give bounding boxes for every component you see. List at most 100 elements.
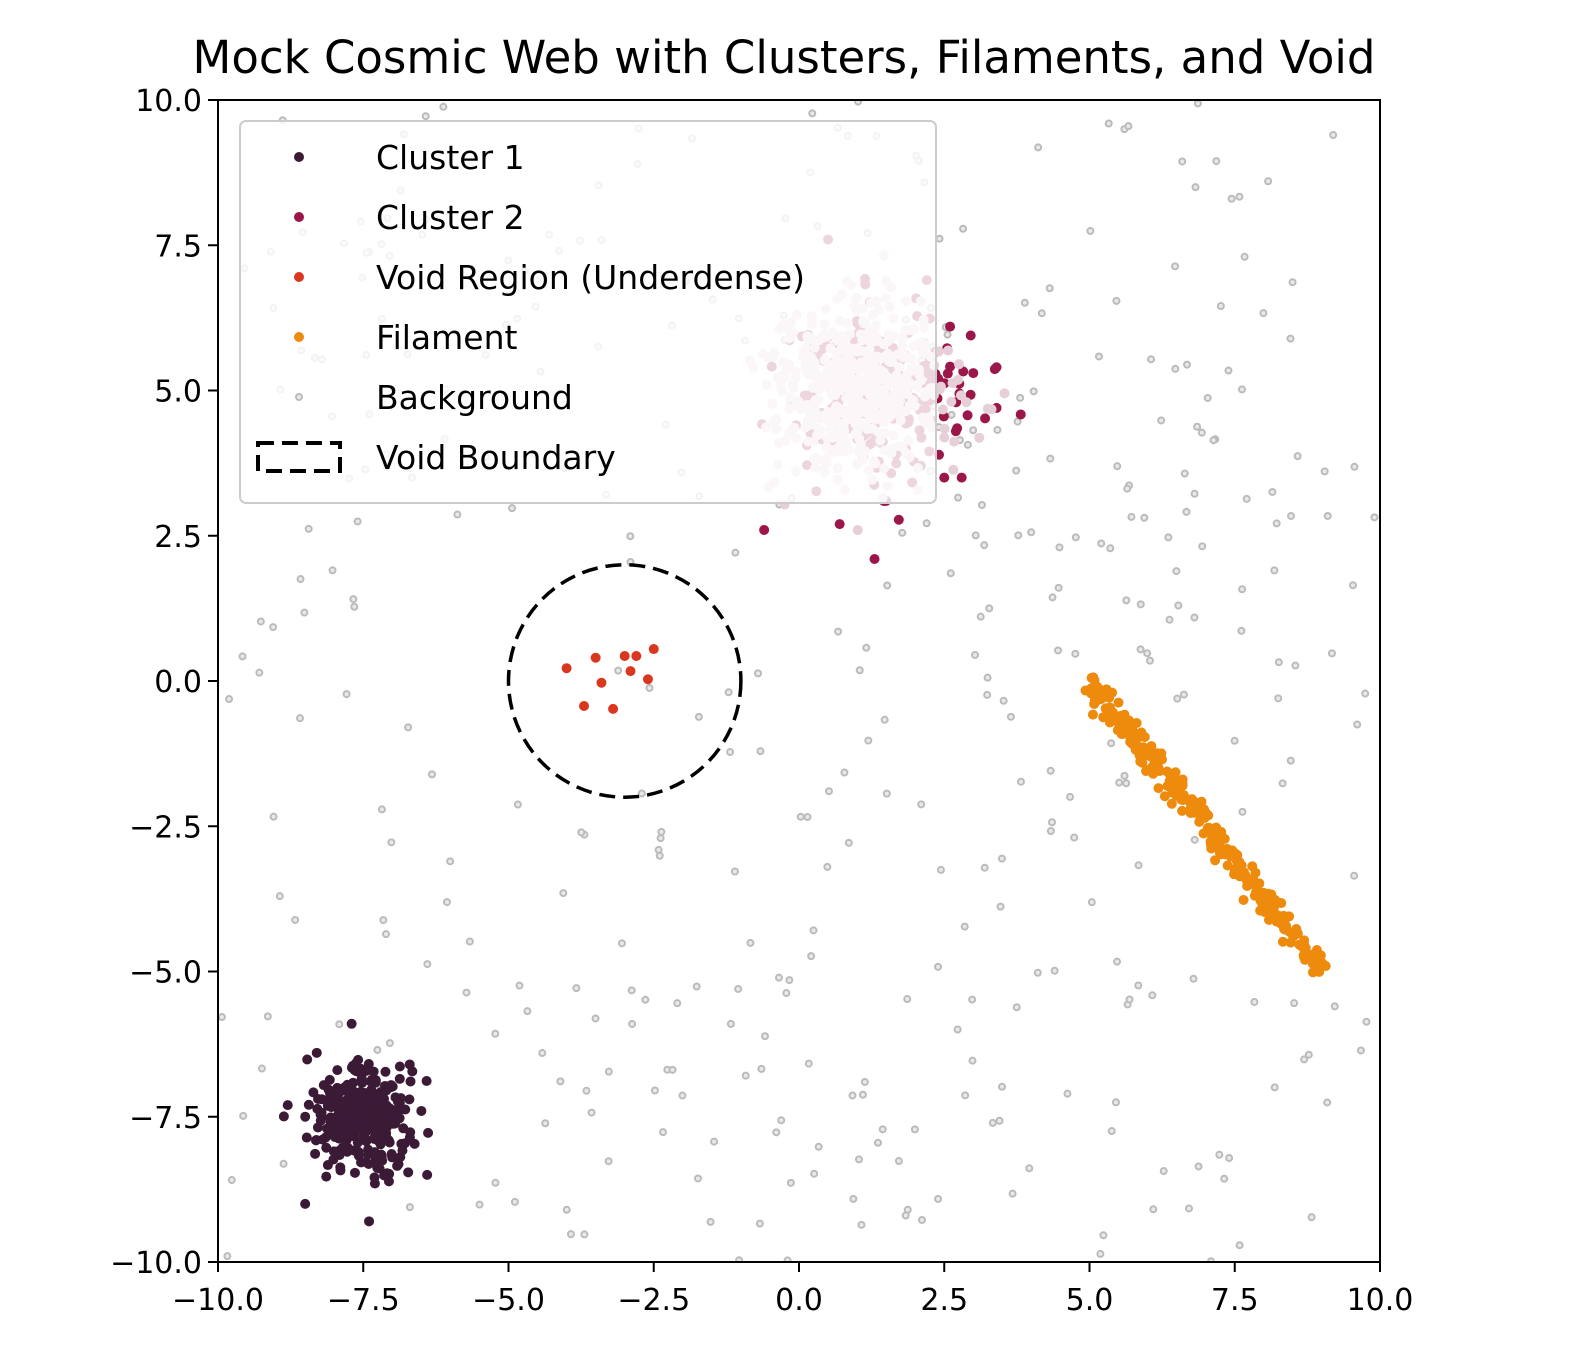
background-point (823, 862, 832, 871)
background-point (814, 1142, 823, 1151)
background-point (559, 889, 568, 898)
background-point (291, 915, 300, 924)
x-tick-label: 0.0 (775, 1283, 823, 1318)
background-point (515, 981, 524, 990)
background-point (1099, 1231, 1108, 1240)
cluster-1-point (355, 1157, 366, 1168)
background-point (782, 989, 791, 998)
background-point (296, 714, 305, 723)
background-point (1012, 466, 1021, 475)
background-point (1291, 661, 1300, 670)
background-point (1145, 656, 1154, 665)
background-point (269, 812, 278, 821)
cluster-2-overlay-point (946, 396, 957, 407)
cluster-2-point (965, 389, 976, 400)
cluster-1-point (282, 1100, 293, 1111)
background-point (1025, 1164, 1034, 1173)
background-point (1300, 1055, 1309, 1064)
background-point (694, 712, 703, 721)
cluster-1-point (423, 1127, 434, 1138)
void-point (561, 663, 572, 674)
background-point (1164, 533, 1173, 542)
legend-label-background: Background (376, 378, 573, 417)
background-point (741, 1071, 750, 1080)
cluster-2-point (962, 410, 973, 421)
background-point (1230, 736, 1239, 745)
background-point (777, 1116, 786, 1125)
background-point (1122, 779, 1131, 788)
cluster-1-point (324, 1087, 335, 1098)
background-point (1107, 1127, 1116, 1136)
background-point (1157, 416, 1166, 425)
cluster-2-point (834, 519, 845, 530)
background-point (387, 838, 396, 847)
background-point (1171, 262, 1180, 271)
filament-point (1260, 897, 1271, 908)
cluster-1-point (369, 1172, 380, 1183)
filament-point (1116, 725, 1127, 736)
background-point (439, 102, 448, 111)
background-point (757, 1064, 766, 1073)
background-point (1123, 484, 1132, 493)
background-point (785, 976, 794, 985)
background-point (1225, 1154, 1234, 1163)
background-point (1240, 252, 1249, 261)
background-point (997, 1082, 1006, 1091)
background-point (1066, 792, 1075, 801)
background-point (756, 747, 765, 756)
background-point (1147, 355, 1156, 364)
background-point (1045, 284, 1054, 293)
background-point (1190, 835, 1199, 844)
background-point (754, 669, 763, 678)
filament-point (1277, 936, 1288, 947)
background-point (1134, 981, 1143, 990)
background-point (963, 440, 972, 449)
background-point (604, 1067, 613, 1076)
background-point (566, 1230, 575, 1239)
background-point (774, 973, 783, 982)
background-point (903, 995, 912, 1004)
cluster-1-point (340, 1105, 351, 1116)
cluster-1-point (300, 1111, 311, 1122)
y-tick-label: −2.5 (129, 810, 202, 845)
legend-marker-filament (294, 332, 304, 342)
background-point (1270, 566, 1279, 575)
filament-point (1170, 767, 1181, 778)
background-point (901, 1211, 910, 1220)
cluster-1-point (337, 1125, 348, 1136)
background-point (917, 800, 926, 809)
background-point (678, 1091, 687, 1100)
cluster-1-point (332, 1065, 343, 1076)
background-point (421, 112, 430, 121)
cluster-1-point (302, 1054, 313, 1065)
background-point (961, 1091, 970, 1100)
background-point (1209, 436, 1218, 445)
background-point (1189, 974, 1198, 983)
cluster-2-overlay-point (935, 381, 946, 392)
background-point (1143, 649, 1152, 658)
void-point (579, 700, 590, 711)
filament-point (1238, 894, 1249, 905)
background-point (1107, 739, 1116, 748)
background-point (335, 1020, 344, 1029)
background-point (969, 426, 978, 435)
background-point (1050, 966, 1059, 975)
background-point (1070, 833, 1079, 842)
cluster-1-point (359, 1129, 370, 1140)
background-point (1194, 1162, 1203, 1171)
background-point (1307, 1213, 1316, 1222)
cluster-1-point (324, 1074, 335, 1085)
background-point (947, 410, 956, 419)
cluster-2-overlay-point (949, 436, 960, 447)
background-point (1037, 309, 1046, 318)
cluster-1-point (394, 1061, 405, 1072)
cluster-1-point (363, 1158, 374, 1169)
filament-point (1177, 805, 1188, 816)
x-tick-label: 7.5 (1211, 1283, 1259, 1318)
background-point (983, 690, 992, 699)
x-tick-label: −10.0 (172, 1283, 264, 1318)
background-point (772, 1128, 781, 1137)
cluster-1-point (342, 1146, 353, 1157)
background-point (269, 623, 278, 632)
cluster-1-point (422, 1169, 433, 1180)
